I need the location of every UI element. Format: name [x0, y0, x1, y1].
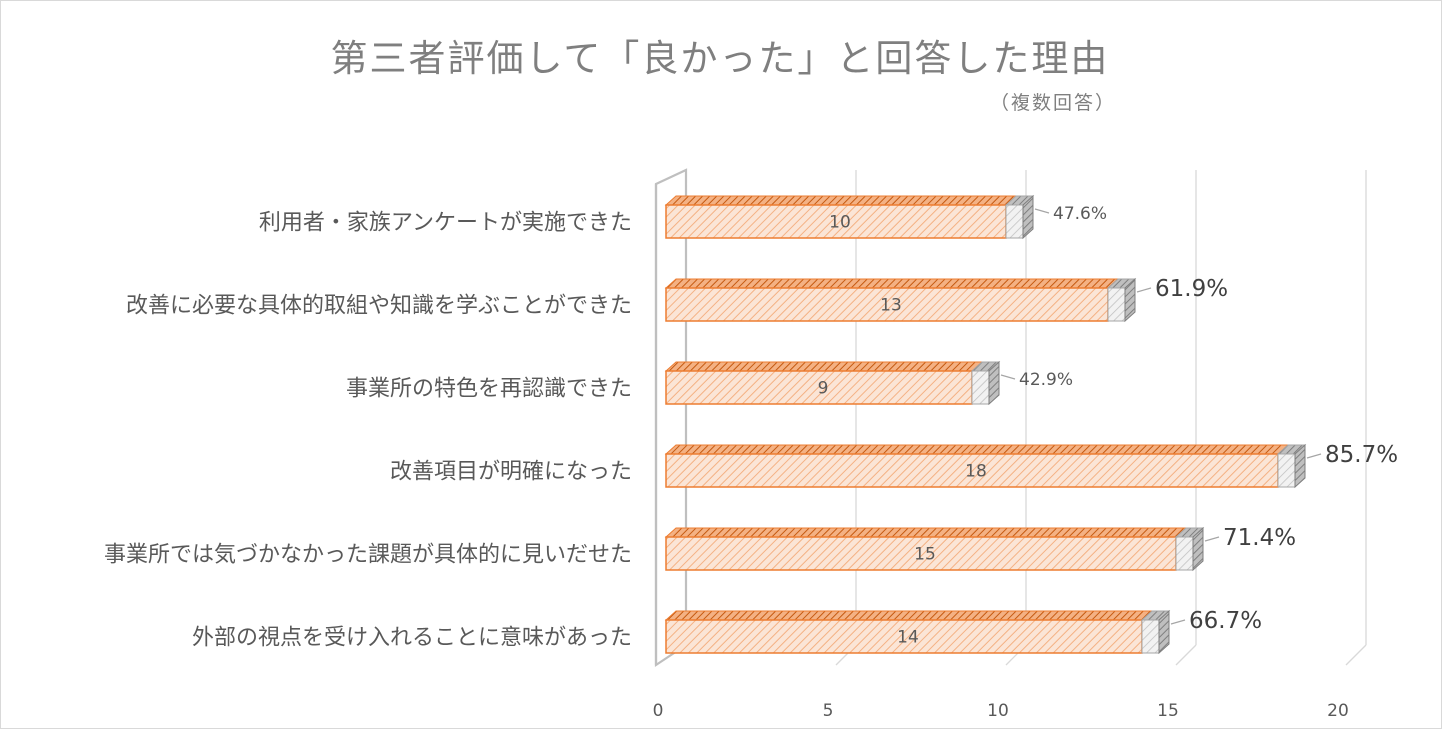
percent-leader-line — [1000, 374, 1016, 380]
bar — [665, 287, 1109, 322]
category-label: 改善に必要な具体的取組や知識を学ぶことができた — [126, 294, 632, 319]
bar-value-label: 9 — [818, 379, 829, 399]
category-label: 事業所では気づかなかった課題が具体的に見いだせた — [104, 543, 632, 568]
chart-title: 第三者評価して「良かった」と回答した理由 — [330, 37, 1110, 80]
percent-leader-line — [1204, 536, 1220, 542]
percent-leader-line — [1136, 287, 1152, 293]
bar-top — [664, 278, 1120, 289]
bar-value-label: 10 — [829, 213, 851, 233]
bar — [665, 204, 1007, 239]
percent-leader-line — [1170, 619, 1186, 625]
percent-segment — [971, 370, 990, 405]
percent-segment-side — [1294, 443, 1306, 489]
percent-leader-line — [1034, 208, 1050, 214]
percent-segment-side — [1022, 194, 1034, 240]
percent-label: 61.9% — [1155, 276, 1228, 302]
percent-segment — [1107, 287, 1126, 322]
percent-label: 47.6% — [1053, 204, 1107, 224]
x-tick-label: 15 — [1157, 701, 1179, 721]
percent-label: 66.7% — [1189, 608, 1262, 634]
category-label: 改善項目が明確になった — [390, 460, 632, 485]
percent-segment — [1141, 619, 1160, 654]
chart-subtitle: （複数回答） — [990, 92, 1117, 114]
bar-top — [664, 444, 1290, 455]
bar-value-label: 13 — [880, 296, 902, 316]
bar-value-label: 15 — [914, 545, 936, 565]
bar-top — [664, 195, 1018, 206]
x-tick-label: 20 — [1327, 701, 1349, 721]
percent-segment — [1277, 453, 1296, 488]
gridline — [1345, 644, 1367, 666]
category-label: 利用者・家族アンケートが実施できた — [259, 211, 632, 236]
x-tick-label: 0 — [653, 701, 664, 721]
x-tick-label: 5 — [823, 701, 834, 721]
bar-top — [664, 610, 1154, 621]
percent-label: 85.7% — [1325, 442, 1398, 468]
percent-segment-side — [1124, 277, 1136, 323]
percent-segment-side — [1158, 609, 1170, 655]
bar-top — [664, 361, 984, 372]
bar-value-label: 14 — [897, 628, 919, 648]
bar — [665, 619, 1143, 654]
category-label: 事業所の特色を再認識できた — [346, 377, 632, 402]
percent-label: 42.9% — [1019, 370, 1073, 390]
percent-label: 71.4% — [1223, 525, 1296, 551]
gridline — [1175, 644, 1197, 666]
percent-segment — [1005, 204, 1024, 239]
bar — [665, 453, 1279, 488]
x-tick-label: 10 — [987, 701, 1009, 721]
bar — [665, 370, 973, 405]
y-axis-wall — [654, 168, 688, 668]
percent-segment — [1175, 536, 1194, 571]
bar-value-label: 18 — [965, 462, 987, 482]
bar — [665, 536, 1177, 571]
category-label: 外部の視点を受け入れることに意味があった — [192, 626, 632, 651]
percent-leader-line — [1306, 453, 1322, 459]
bar-top — [664, 527, 1188, 538]
percent-segment-side — [1192, 526, 1204, 572]
percent-segment-side — [988, 360, 1000, 406]
